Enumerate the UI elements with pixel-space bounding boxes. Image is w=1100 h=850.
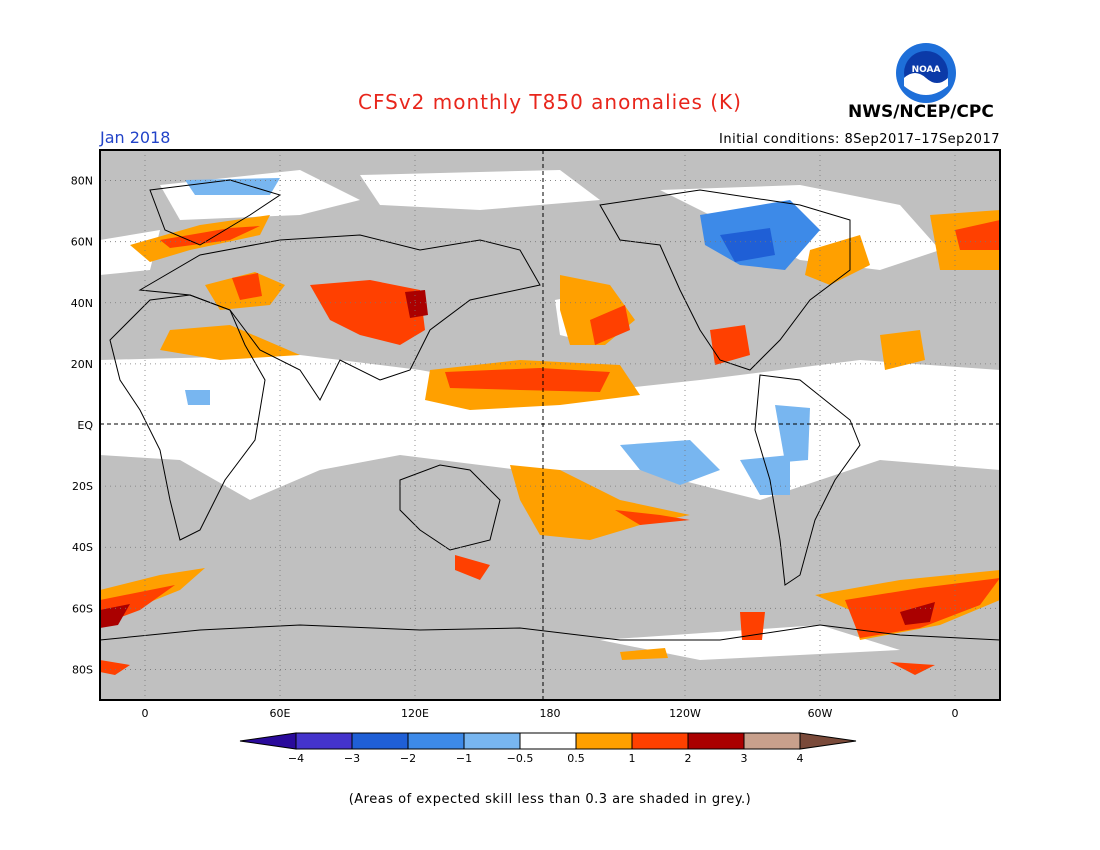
wpacific-warm-core [445, 368, 610, 392]
legend-arrow-high [799, 732, 857, 750]
legend-label: 4 [797, 752, 804, 765]
greenland-outline [149, 179, 282, 246]
grid-lines [100, 150, 1000, 700]
legend-arrow-low [239, 732, 297, 750]
europe-warm-core [955, 220, 1000, 250]
india-warm [160, 325, 300, 360]
map-frame [99, 149, 1001, 701]
asia-warm-core [405, 290, 428, 318]
legend-label: −1 [456, 752, 472, 765]
map-field [100, 150, 1000, 700]
australia-outline [399, 464, 501, 551]
north-america-outline [599, 189, 851, 371]
southern-ocean-darkred-west [100, 604, 130, 628]
legend-swatch [575, 732, 633, 750]
asia-warm [310, 280, 425, 345]
ross-warm [740, 612, 765, 640]
logo-text: NOAA [912, 65, 941, 75]
legend-label: 2 [685, 752, 692, 765]
legend-swatch [631, 732, 689, 750]
legend-label: −3 [344, 752, 360, 765]
lon-label: 60W [808, 707, 833, 720]
southern-ocean-darkred-east [900, 602, 935, 625]
noaa-logo-icon: NOAA [896, 43, 956, 103]
antarctica-outline [100, 624, 1000, 641]
antarctic-warm [620, 648, 668, 660]
antarctic-warm-west [100, 660, 130, 675]
legend-swatch [519, 732, 577, 750]
tasman-warm [455, 555, 490, 580]
greenland-warm-core [160, 226, 260, 248]
legend-label: −0.5 [507, 752, 534, 765]
antarctic-warm-east [890, 662, 935, 675]
lon-label: 120E [401, 707, 429, 720]
legend-swatch [351, 732, 409, 750]
amazon-cold [740, 455, 790, 495]
forecast-month: Jan 2018 [100, 128, 171, 147]
legend-label: 3 [741, 752, 748, 765]
npacific-warm-core [590, 305, 630, 345]
lon-label: 0 [142, 707, 149, 720]
longitude-labels: 0 60E 120E 180 120W 60W 0 [142, 707, 959, 720]
lat-label: 80S [72, 663, 93, 676]
legend-swatch [743, 732, 801, 750]
lat-label: 20S [72, 480, 93, 493]
lat-label: 60N [71, 236, 93, 249]
lat-label: 40S [72, 541, 93, 554]
sam-cold [775, 405, 810, 462]
color-legend: −4 −3 −2 −1 −0.5 0.5 1 2 3 4 [239, 732, 857, 765]
legend-swatch [407, 732, 465, 750]
footnote: (Areas of expected skill less than 0.3 a… [348, 792, 752, 807]
natl-warm [880, 330, 925, 370]
lat-label: 20N [71, 358, 93, 371]
legend-swatch [687, 732, 745, 750]
central-asia-red [232, 273, 262, 300]
lon-label: 60E [270, 707, 291, 720]
lat-label: 60S [72, 602, 93, 615]
legend-swatch [295, 732, 353, 750]
legend-label: −2 [400, 752, 416, 765]
africa-outline [109, 294, 266, 541]
indian-cold [185, 390, 210, 405]
coastlines [100, 179, 1000, 641]
legend-label: 1 [629, 752, 636, 765]
lat-label: 40N [71, 297, 93, 310]
lat-label: 80N [71, 175, 93, 188]
lon-label: 180 [540, 707, 561, 720]
lon-label: 120W [669, 707, 701, 720]
tropics-cold-1 [620, 440, 720, 485]
canada-cold-core [720, 228, 775, 262]
mexico-warm [710, 325, 750, 365]
lat-label: EQ [77, 419, 93, 432]
spacific-warm-core [615, 510, 690, 525]
legend-swatch [463, 732, 521, 750]
legend-label: −4 [288, 752, 304, 765]
initial-conditions: Initial conditions: 8Sep2017–17Sep2017 [719, 132, 1000, 147]
agency-label: NWS/NCEP/CPC [848, 102, 994, 122]
south-america-outline [754, 374, 861, 586]
arctic-neutral-2 [360, 170, 600, 210]
lon-label: 0 [952, 707, 959, 720]
eurasia-outline [138, 234, 541, 401]
latitude-labels: 80N 60N 40N 20N EQ 20S 40S 60S 80S [71, 175, 94, 677]
legend-label: 0.5 [567, 752, 585, 765]
east-us-warm [805, 235, 870, 285]
antarctic-neutral [600, 625, 900, 660]
map-title: CFSv2 monthly T850 anomalies (K) [358, 90, 742, 114]
